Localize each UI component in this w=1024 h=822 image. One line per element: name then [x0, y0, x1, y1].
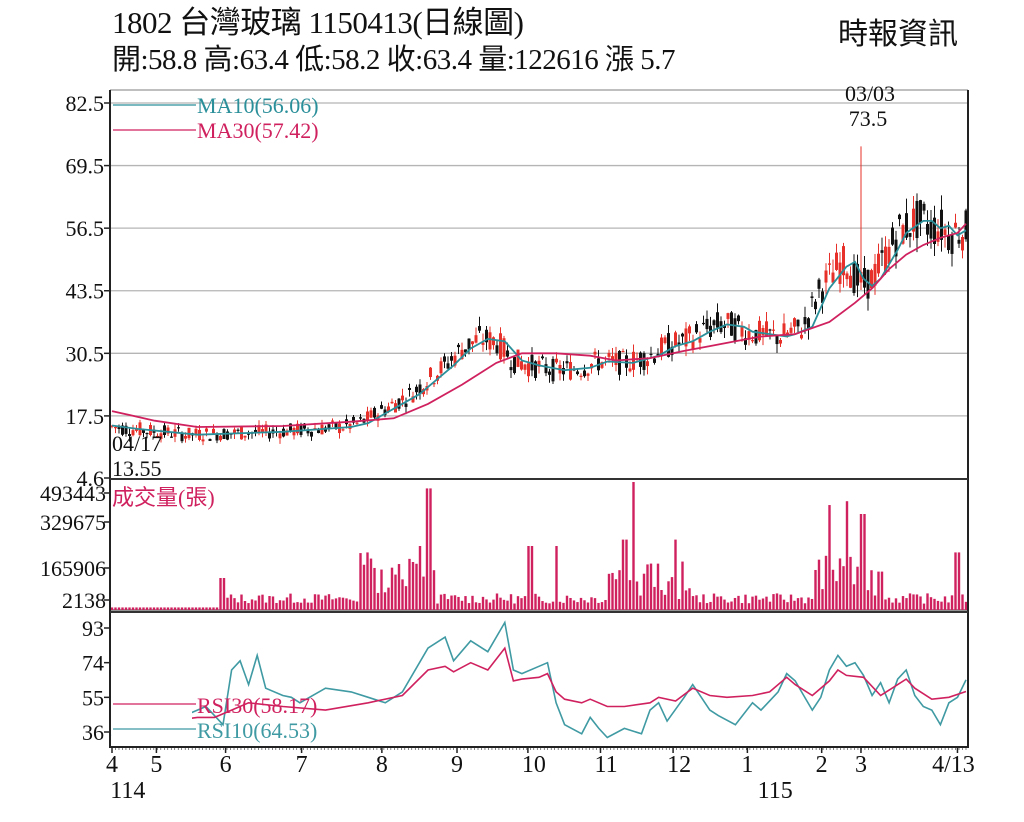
x-axis-month-label: 4 — [106, 752, 118, 778]
x-axis-month-label: 8 — [376, 752, 388, 778]
volume-y-tick: 165906 — [40, 556, 106, 581]
chart-title: 1802 台灣玻璃 1150413(日線圖) — [112, 5, 524, 40]
rsi10-line — [111, 620, 967, 739]
rsi-y-tick: 36 — [82, 720, 104, 745]
ma10-line — [111, 220, 967, 436]
volume-y-tick: 329675 — [40, 510, 106, 535]
price-y-tick: 56.5 — [66, 216, 105, 241]
x-axis-month-label: 7 — [296, 752, 308, 778]
x-axis-month-label: 4/13 — [932, 752, 975, 778]
rsi-y-tick: 55 — [82, 685, 104, 710]
x-axis-month-label: 6 — [220, 752, 232, 778]
price-y-tick: 43.5 — [66, 279, 105, 304]
volume-bars — [110, 482, 968, 611]
price-y-tick: 4.6 — [77, 466, 105, 491]
volume-y-tick: 2138 — [62, 588, 106, 613]
rsi10-legend-label: RSI10(64.53) — [197, 718, 317, 743]
x-axis-month-label: 9 — [451, 752, 463, 778]
price-panel: 82.5 69.5 56.5 43.5 30.5 17.5 4.6 MA10(56.06)M… — [66, 81, 968, 491]
price-y-tick: 30.5 — [66, 341, 105, 366]
volume-y-tick: 493443 — [40, 481, 106, 506]
candlesticks — [110, 146, 968, 446]
ma10-legend-label: MA10(56.06) — [197, 93, 319, 118]
low-value-annotation: 13.55 — [112, 456, 162, 481]
x-axis-year-label: 114 — [110, 778, 145, 804]
x-axis-month-label: 1 — [741, 752, 753, 778]
x-axis-month-label: 12 — [667, 752, 691, 778]
high-date-annotation: 03/03 — [845, 81, 895, 106]
high-value-annotation: 73.5 — [849, 106, 888, 131]
ma30-legend-label: MA30(57.42) — [197, 118, 319, 143]
x-axis-year-label: 115 — [758, 778, 793, 804]
x-axis-month-label: 5 — [150, 752, 162, 778]
rsi30-line — [111, 646, 967, 726]
price-y-tick: 17.5 — [66, 404, 105, 429]
low-date-annotation: 04/17 — [112, 431, 162, 456]
rsi-y-tick: 93 — [82, 616, 104, 641]
rsi-y-tick: 74 — [82, 651, 104, 676]
x-axis-month-label: 10 — [522, 752, 546, 778]
source-label: 時報資訊 — [838, 18, 958, 51]
rsi30-legend-label: RSI30(58.17) — [197, 693, 317, 718]
price-y-tick: 69.5 — [66, 154, 105, 179]
x-axis-month-label: 2 — [816, 752, 828, 778]
x-axis-month-label: 3 — [855, 752, 867, 778]
x-axis-month-label: 11 — [594, 752, 617, 778]
ohlc-summary: 開:58.8 高:63.4 低:58.2 收:63.4 量:122616 漲 5… — [112, 44, 676, 76]
ma30-line — [111, 223, 967, 428]
rsi-legend: RSI30(58.17)RSI10(64.53) — [112, 688, 317, 743]
rsi-panel: 93 74 55 36 RSI30(58.17)RSI10(64.53) — [82, 616, 967, 745]
price-legend: MA10(56.06)MA30(57.42) — [113, 93, 319, 143]
volume-legend: 成交量(張) — [112, 485, 215, 510]
volume-panel: 493443 329675 165906 2138 成交量(張) — [40, 481, 968, 613]
price-y-tick: 82.5 — [66, 91, 105, 116]
